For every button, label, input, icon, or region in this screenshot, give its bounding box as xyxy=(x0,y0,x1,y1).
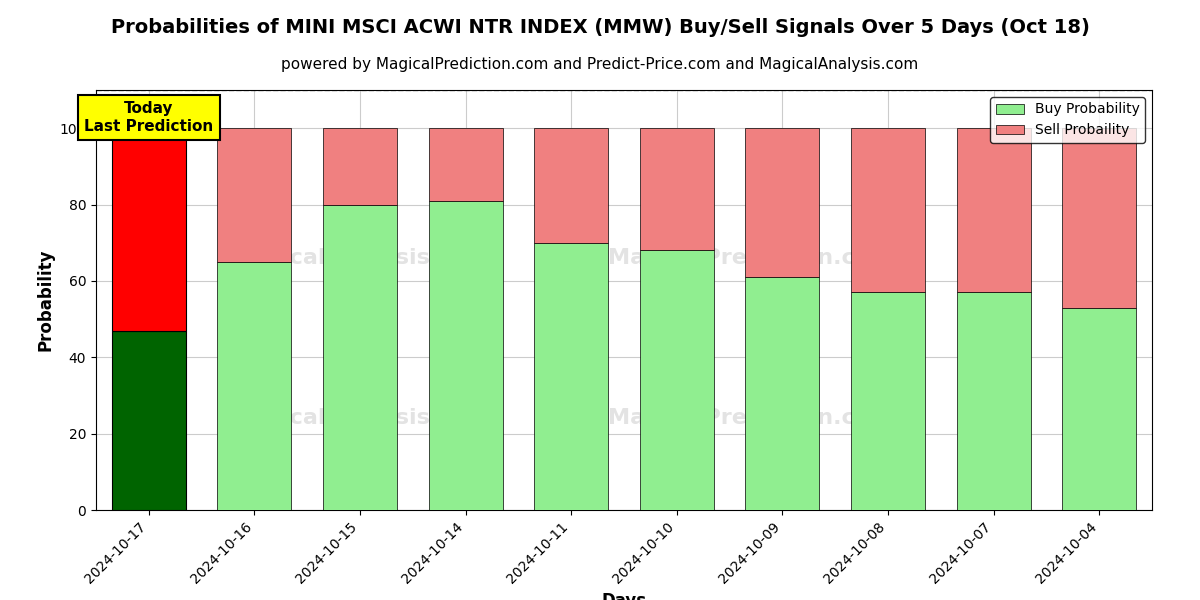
Bar xyxy=(217,262,292,510)
Bar xyxy=(428,201,503,510)
Text: MagicalAnalysis.com: MagicalAnalysis.com xyxy=(229,407,491,428)
Bar xyxy=(323,128,397,205)
Text: Today
Last Prediction: Today Last Prediction xyxy=(84,101,214,134)
Bar xyxy=(428,128,503,201)
Bar xyxy=(956,292,1031,510)
Bar xyxy=(640,250,714,510)
Bar xyxy=(640,128,714,250)
Bar xyxy=(1062,128,1136,308)
Legend: Buy Probability, Sell Probaility: Buy Probability, Sell Probaility xyxy=(990,97,1145,143)
Bar xyxy=(323,205,397,510)
Bar xyxy=(112,331,186,510)
Bar xyxy=(956,128,1031,292)
Bar xyxy=(745,128,820,277)
Bar xyxy=(1062,308,1136,510)
Bar xyxy=(745,277,820,510)
X-axis label: Days: Days xyxy=(601,592,647,600)
Text: MagicalAnalysis.com: MagicalAnalysis.com xyxy=(229,248,491,268)
Text: MagicalPrediction.com: MagicalPrediction.com xyxy=(608,248,894,268)
Bar xyxy=(534,128,608,243)
Bar xyxy=(851,292,925,510)
Bar xyxy=(534,243,608,510)
Text: MagicalPrediction.com: MagicalPrediction.com xyxy=(608,407,894,428)
Y-axis label: Probability: Probability xyxy=(36,249,54,351)
Bar xyxy=(112,128,186,331)
Bar xyxy=(851,128,925,292)
Text: powered by MagicalPrediction.com and Predict-Price.com and MagicalAnalysis.com: powered by MagicalPrediction.com and Pre… xyxy=(281,57,919,72)
Text: Probabilities of MINI MSCI ACWI NTR INDEX (MMW) Buy/Sell Signals Over 5 Days (Oc: Probabilities of MINI MSCI ACWI NTR INDE… xyxy=(110,18,1090,37)
Bar xyxy=(217,128,292,262)
